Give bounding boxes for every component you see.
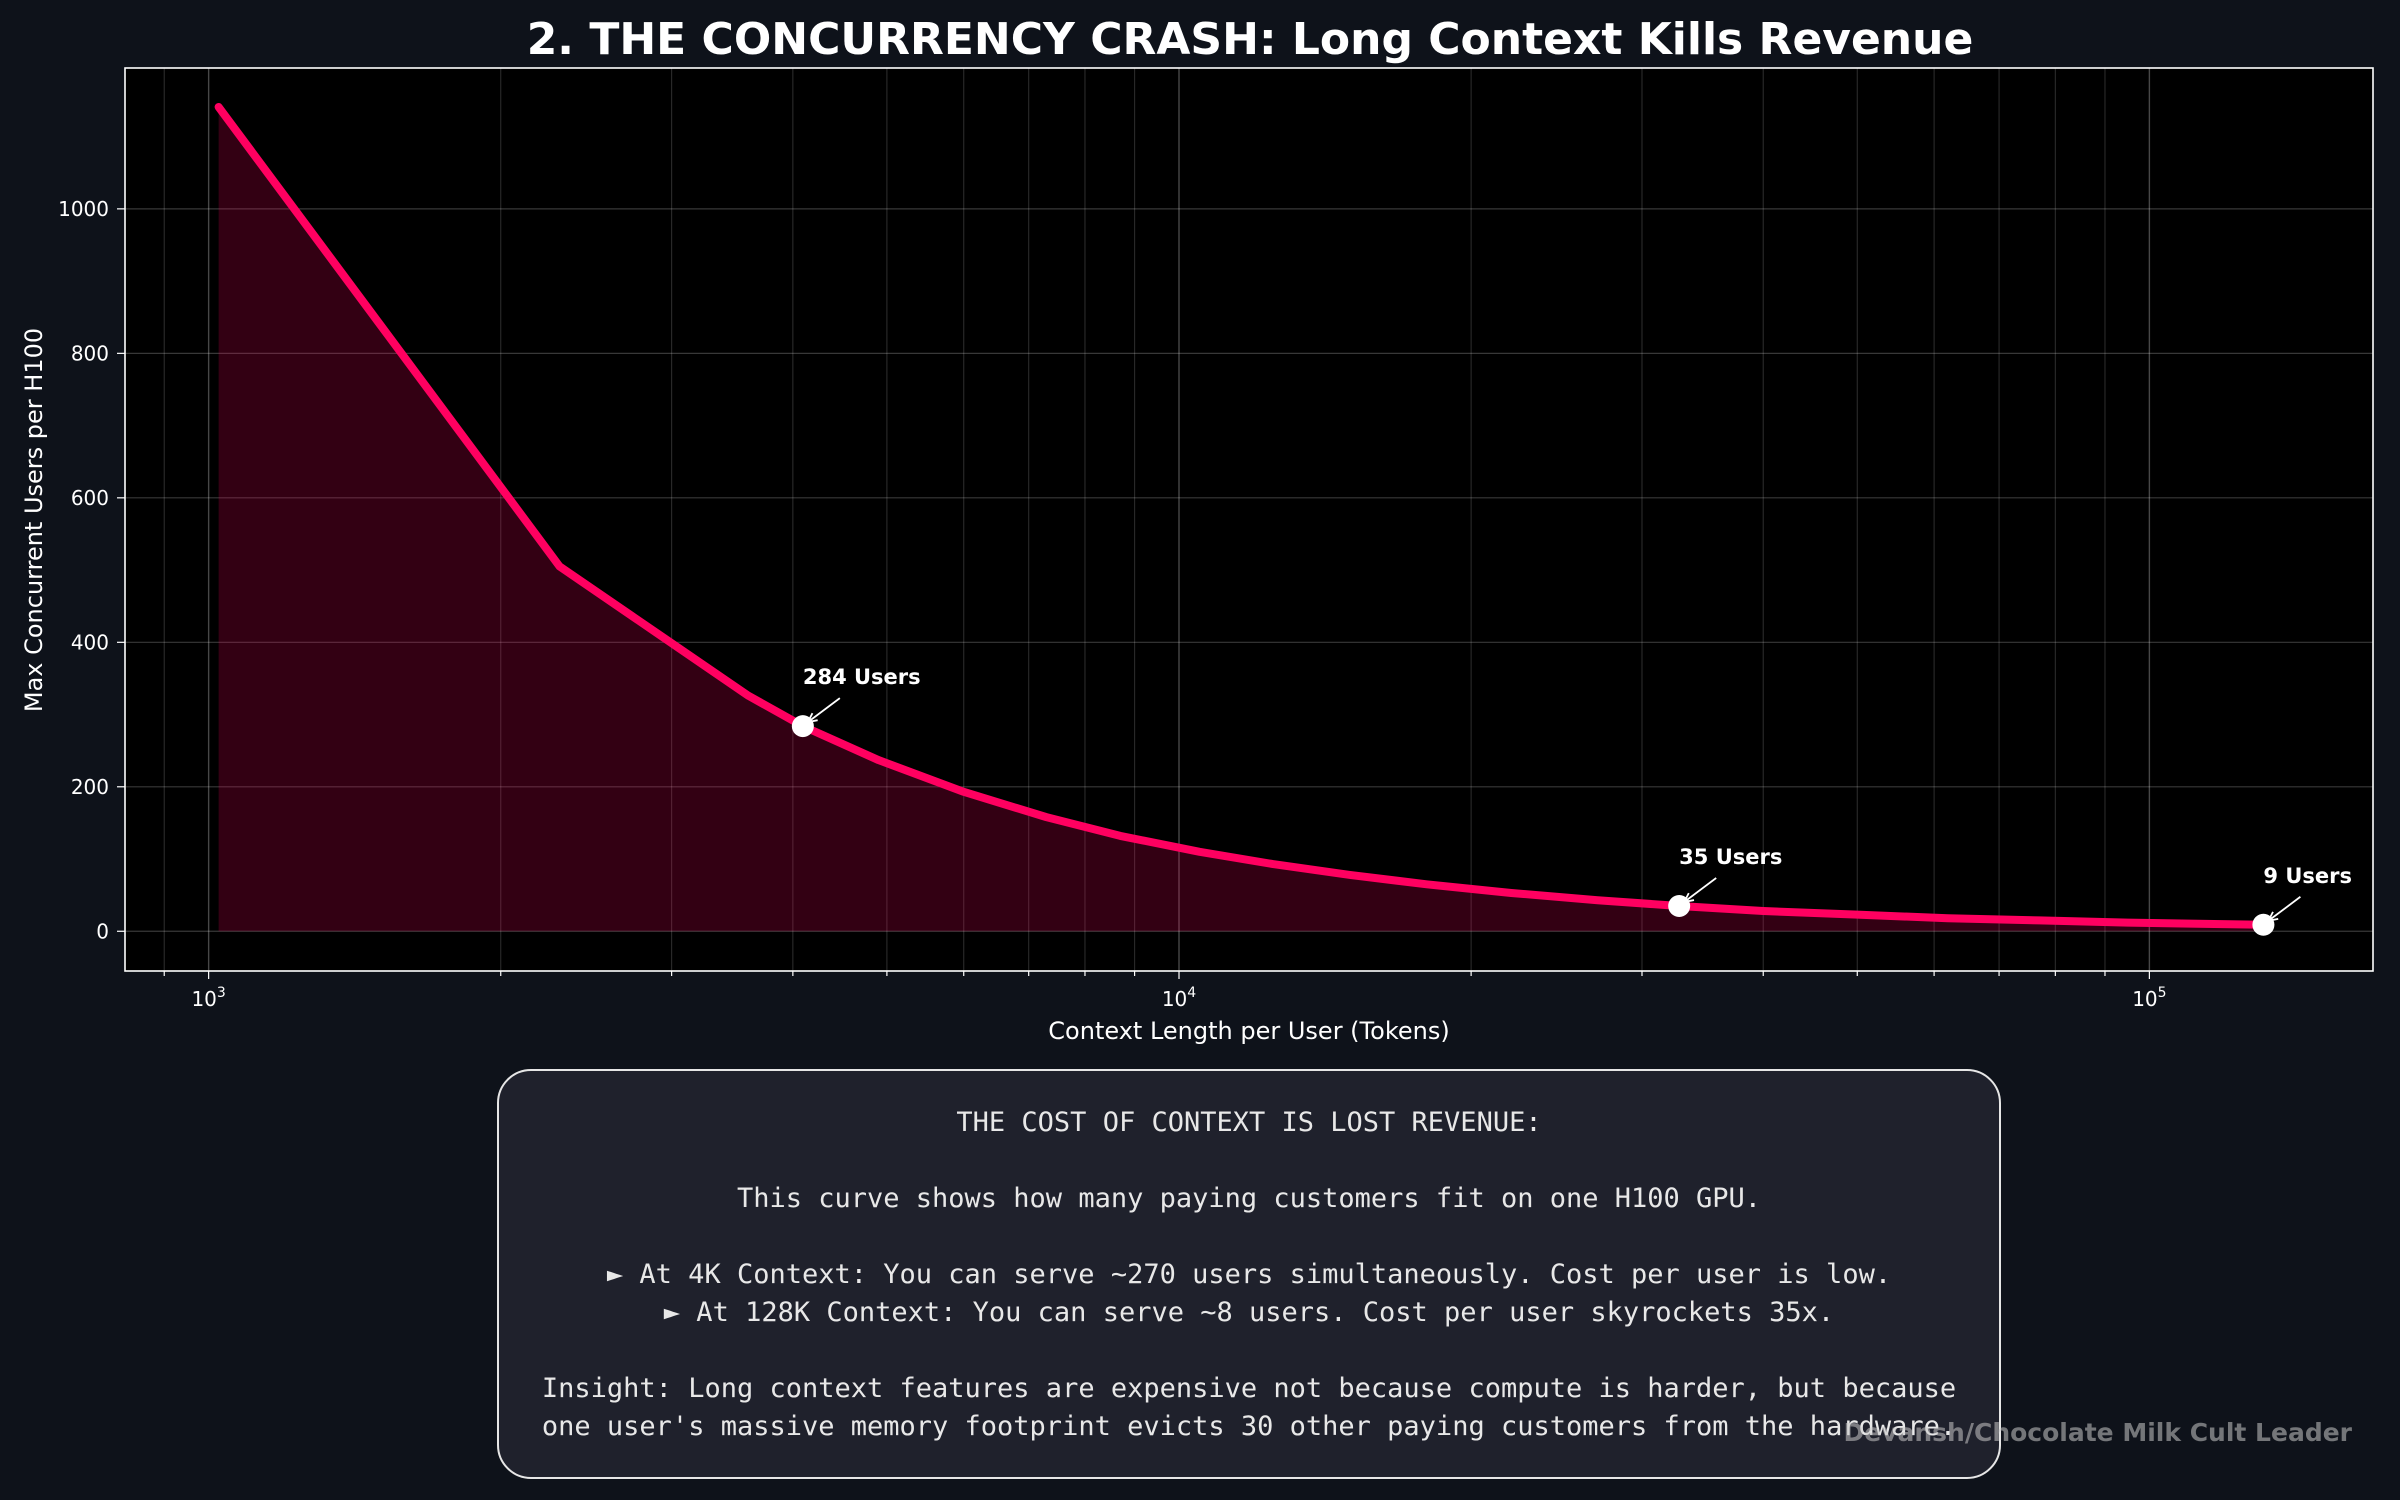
spacer <box>499 1332 1999 1370</box>
spacer <box>499 1142 1999 1180</box>
x-axis-label: Context Length per User (Tokens) <box>1048 1017 1449 1045</box>
watermark: Devansh/Chocolate Milk Cult Leader <box>1843 1418 2353 1447</box>
y-tick-label: 1000 <box>58 197 109 221</box>
chart-title: 2. THE CONCURRENCY CRASH: Long Context K… <box>527 14 1974 65</box>
y-tick-label: 600 <box>71 486 109 510</box>
insight-bullet-4k: ► At 4K Context: You can serve ~270 user… <box>606 1259 1892 1290</box>
y-tick-label: 200 <box>71 775 109 799</box>
series-lines <box>214 103 2268 929</box>
insight-heading: THE COST OF CONTEXT IS LOST REVENUE: <box>956 1107 1542 1138</box>
annotation-marker <box>791 715 814 738</box>
plot-area <box>125 68 2373 971</box>
series-line <box>214 103 2268 929</box>
area-fill-path <box>218 107 2264 932</box>
x-tick-label: 105 <box>2132 985 2166 1011</box>
insight-text-line-1: Insight: Long context features are expen… <box>541 1373 1957 1404</box>
area-fill <box>218 107 2264 932</box>
spacer <box>499 1218 1999 1256</box>
insight-text-line-2: one user's massive memory footprint evic… <box>541 1411 1957 1442</box>
insight-bullet-128k: ► At 128K Context: You can serve ~8 user… <box>663 1297 1835 1328</box>
y-tick-label: 800 <box>71 341 109 365</box>
annotation-arrow <box>2267 896 2301 922</box>
annotation-arrow <box>1683 877 1717 903</box>
annotations: 284 Users 35 Users 9 Users <box>791 665 2352 936</box>
x-tick-label: 103 <box>191 985 225 1011</box>
plot-frame <box>124 67 2374 972</box>
y-tick-label: 0 <box>96 919 109 943</box>
chart: 2. THE CONCURRENCY CRASH: Long Context K… <box>20 14 2374 1045</box>
grid-lines <box>125 68 2373 971</box>
annotation-marker <box>2252 913 2275 936</box>
insight-box: THE COST OF CONTEXT IS LOST REVENUE: Thi… <box>497 1069 2001 1479</box>
y-tick-label: 400 <box>71 630 109 654</box>
tick-labels: 103 104 105 0 200 400 600 800 1000 <box>58 197 2166 1011</box>
annotation-marker <box>1668 894 1691 917</box>
annotation-label: 284 Users <box>803 665 921 689</box>
y-axis-label: Max Concurrent Users per H100 <box>20 328 48 712</box>
annotation-label: 9 Users <box>2263 864 2352 888</box>
x-tick-label: 104 <box>1162 985 1196 1011</box>
annotation-arrow <box>807 697 841 723</box>
insight-subtitle: This curve shows how many paying custome… <box>736 1183 1762 1214</box>
annotation-label: 35 Users <box>1679 845 1782 869</box>
